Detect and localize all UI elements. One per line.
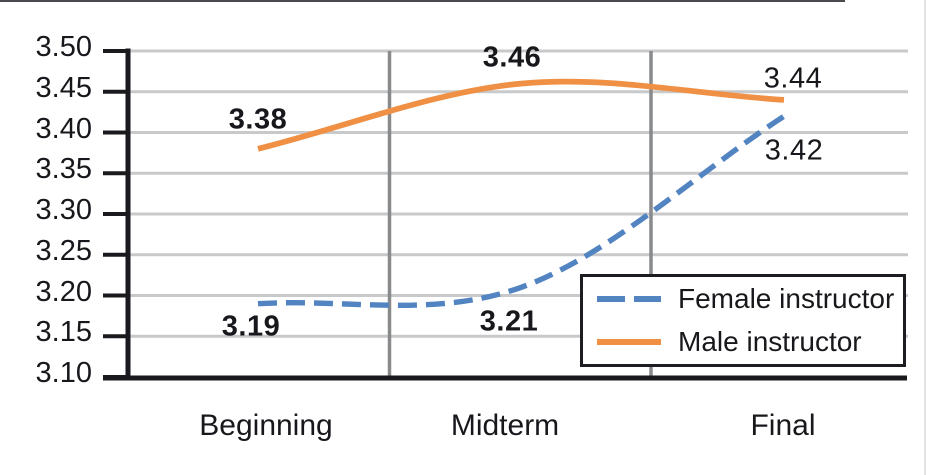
data-label-female-beginning: 3.19 bbox=[221, 310, 281, 343]
y-axis-tick-label: 3.40 bbox=[35, 112, 92, 145]
chart-legend: Female instructor Male instructor bbox=[580, 274, 906, 367]
data-label-male-beginning: 3.38 bbox=[228, 103, 288, 136]
data-label-male-midterm: 3.46 bbox=[482, 41, 542, 74]
legend-label-female: Female instructor bbox=[678, 283, 895, 314]
y-axis-tick-label: 3.20 bbox=[35, 275, 92, 308]
male-solid-line-swatch-icon bbox=[597, 339, 661, 345]
legend-item-female: Female instructor bbox=[597, 277, 899, 321]
y-axis-tick bbox=[103, 49, 127, 53]
y-axis-tick-label: 3.15 bbox=[35, 316, 92, 349]
y-axis-tick-label: 3.50 bbox=[35, 31, 92, 63]
x-axis-line bbox=[103, 375, 907, 381]
y-axis-tick-label: 3.30 bbox=[35, 194, 92, 226]
x-axis-category-label: Midterm bbox=[450, 409, 560, 442]
legend-item-male: Male instructor bbox=[597, 320, 899, 364]
page-top-border bbox=[0, 0, 845, 2]
y-axis-tick bbox=[103, 293, 127, 298]
y-axis-tick bbox=[103, 252, 127, 257]
y-axis-tick bbox=[103, 171, 127, 176]
y-axis-tick bbox=[103, 212, 127, 216]
y-axis-tick bbox=[103, 334, 127, 339]
data-label-female-final: 3.42 bbox=[764, 134, 824, 167]
y-axis-tick-label: 3.35 bbox=[35, 153, 92, 186]
page-right-edge bbox=[924, 0, 926, 475]
y-axis-spine bbox=[125, 48, 131, 381]
y-axis-tick-label: 3.25 bbox=[35, 234, 92, 267]
legend-label-male: Male instructor bbox=[678, 326, 862, 357]
y-axis-tick bbox=[103, 89, 127, 94]
x-axis-category-label: Final bbox=[750, 409, 816, 442]
data-label-female-midterm: 3.21 bbox=[479, 305, 539, 338]
x-axis-category-label: Beginning bbox=[199, 409, 333, 442]
male-instructor-line bbox=[257, 78, 785, 152]
y-axis-tick-label: 3.45 bbox=[35, 71, 92, 104]
y-axis-tick-label: 3.10 bbox=[35, 357, 92, 389]
data-label-male-final: 3.44 bbox=[763, 62, 823, 95]
female-dashed-line-swatch-icon bbox=[597, 296, 661, 302]
female-instructor-line bbox=[257, 113, 786, 308]
y-axis-tick bbox=[103, 130, 127, 135]
